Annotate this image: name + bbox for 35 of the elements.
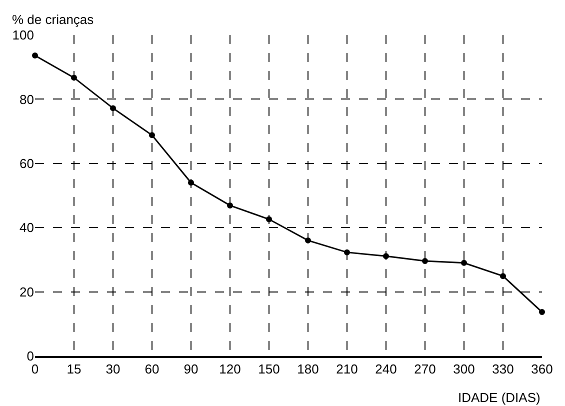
y-tick-label: 20 [20, 284, 34, 300]
point [149, 132, 155, 138]
x-tick-label: 300 [453, 362, 475, 377]
x-tick-label: 180 [297, 362, 319, 377]
x-tick-label: 90 [184, 362, 198, 377]
point [32, 52, 38, 59]
point [383, 253, 389, 260]
y-axis-title: % de crianças [12, 12, 94, 27]
point [500, 273, 506, 280]
point [71, 74, 77, 81]
point [461, 260, 467, 266]
x-tick-label: 330 [492, 362, 514, 377]
point [344, 249, 350, 256]
x-tick-label: 60 [144, 362, 160, 377]
x-tick-label: 360 [531, 362, 553, 377]
point [110, 105, 116, 112]
x-axis-title: IDADE (DIAS) [458, 390, 540, 405]
x-tick-label: 150 [258, 362, 280, 377]
y-tick-label: 40 [20, 220, 34, 236]
x-tick-label: 30 [106, 362, 120, 377]
point [305, 237, 311, 244]
x-tick-label: 120 [219, 362, 241, 377]
point [422, 258, 428, 264]
y-tick-label: 0 [26, 348, 34, 364]
point [266, 216, 272, 222]
point [227, 202, 233, 208]
x-tick-label: 270 [414, 362, 436, 377]
point [539, 309, 545, 316]
y-tick-label: 60 [20, 156, 34, 171]
y-tick-label: 80 [20, 92, 34, 107]
x-tick-label: 15 [66, 362, 82, 377]
point [188, 180, 194, 186]
x-tick-label: 210 [336, 362, 358, 377]
y-tick-label: 100 [12, 28, 34, 43]
x-tick-label: 240 [375, 362, 397, 377]
